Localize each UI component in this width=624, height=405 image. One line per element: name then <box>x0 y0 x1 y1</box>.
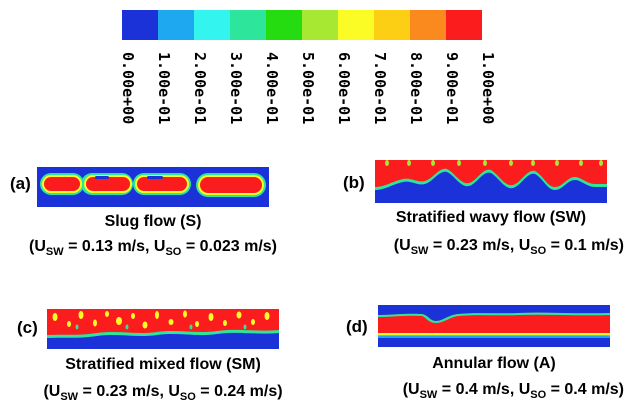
panel-a-label: (a) <box>10 174 31 193</box>
colorbar-tick: 2.00e-01 <box>191 52 209 125</box>
colorbar-swatch <box>230 10 266 40</box>
panel-b-title: Stratified wavy flow (SW) <box>395 209 587 226</box>
colorbar-swatch <box>122 10 158 40</box>
colorbar-swatch <box>446 10 482 40</box>
panel-c-contour <box>47 309 279 349</box>
panel-c-conditions: (USW = 0.23 m/s, USO = 0.24 m/s) <box>43 383 283 404</box>
colorbar-swatch <box>194 10 230 40</box>
panel-a-contour <box>37 167 269 207</box>
panel-a-conditions: (USW = 0.13 m/s, USO = 0.023 m/s) <box>29 238 277 259</box>
panel-b-label: (b) <box>343 173 365 192</box>
panel-c-title: Stratified mixed flow (SM) <box>65 356 261 373</box>
panel-d-contour <box>378 305 610 347</box>
colorbar-tick: 1.00e+00 <box>479 52 497 125</box>
colorbar-tick: 9.00e-01 <box>443 52 461 125</box>
panel-c-label: (c) <box>17 318 38 337</box>
colorbar-swatch <box>338 10 374 40</box>
colorbar-swatch <box>266 10 302 40</box>
panel-d-title: Annular flow (A) <box>432 355 556 372</box>
colorbar-swatch <box>158 10 194 40</box>
panel-d-conditions: (USW = 0.4 m/s, USO = 0.4 m/s) <box>402 381 624 402</box>
colorbar-tick: 8.00e-01 <box>407 52 425 125</box>
colorbar-tick: 5.00e-01 <box>299 52 317 125</box>
colorbar-swatch <box>374 10 410 40</box>
colorbar-tick: 0.00e+00 <box>119 52 137 125</box>
panel-b-conditions: (USW = 0.23 m/s, USO = 0.1 m/s) <box>393 237 624 258</box>
panel-d-label: (d) <box>346 317 368 336</box>
colorbar-tick: 7.00e-01 <box>371 52 389 125</box>
colorbar-swatch <box>410 10 446 40</box>
panel-b-contour <box>375 160 607 203</box>
colorbar-tick: 4.00e-01 <box>263 52 281 125</box>
colorbar-swatch <box>302 10 338 40</box>
colorbar-tick: 1.00e-01 <box>155 52 173 125</box>
colorbar-tick: 3.00e-01 <box>227 52 245 125</box>
colorbar-tick: 6.00e-01 <box>335 52 353 125</box>
panel-a-title: Slug flow (S) <box>104 213 202 230</box>
